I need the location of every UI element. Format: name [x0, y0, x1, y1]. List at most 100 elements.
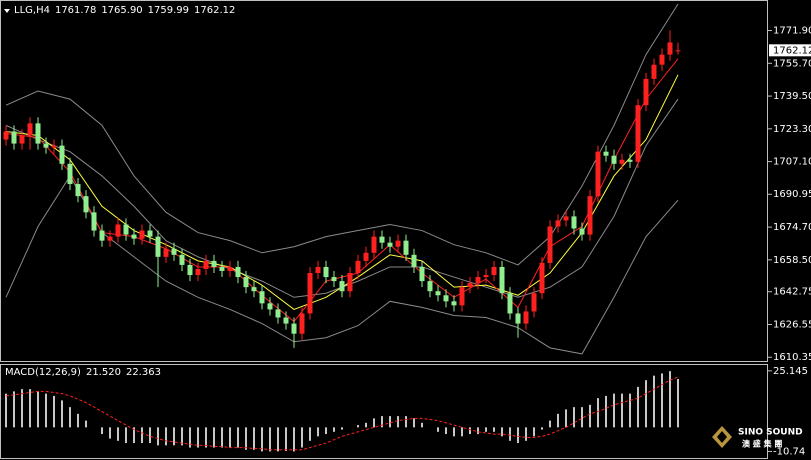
- main-frame: [0, 0, 768, 362]
- header-icon: [4, 9, 10, 13]
- watermark-sub: 澳 盛 集 團: [742, 439, 782, 449]
- high-readout: 1765.90: [101, 5, 143, 16]
- macd-frame: [0, 364, 768, 459]
- candle-body: [643, 78, 649, 106]
- y-tick-label: 1707.10: [773, 157, 811, 168]
- candle-body: [259, 291, 265, 304]
- candle-body: [267, 303, 273, 310]
- candle-body: [667, 42, 673, 55]
- candle-body: [595, 151, 601, 197]
- candle-body: [43, 143, 49, 148]
- candle-body: [419, 266, 425, 282]
- candle-body: [387, 242, 393, 247]
- candle-body: [675, 50, 681, 52]
- y-tick-label: 1739.50: [773, 91, 811, 102]
- candle-body: [299, 313, 305, 334]
- candle-body: [483, 275, 489, 278]
- candle-body: [611, 155, 617, 164]
- y-tick-label: 1771.90: [773, 26, 811, 37]
- candle-body: [219, 266, 225, 271]
- candle-body: [603, 151, 609, 156]
- candle-body: [27, 123, 33, 136]
- candle-body: [491, 266, 497, 276]
- candle-body: [331, 277, 337, 282]
- candle-body: [499, 266, 505, 294]
- candle-body: [155, 236, 161, 257]
- candle-body: [107, 236, 113, 241]
- candle-body: [123, 224, 129, 235]
- y-tick-label: -10.74: [773, 446, 805, 457]
- candle-body: [339, 281, 345, 292]
- y-tick-label: 1723.30: [773, 124, 811, 135]
- candle-body: [395, 240, 401, 247]
- y-tick-label: 1658.50: [773, 255, 811, 266]
- candle-body: [315, 266, 321, 274]
- candle-body: [83, 196, 89, 213]
- candle-body: [427, 281, 433, 292]
- candle-body: [115, 224, 121, 237]
- candle-body: [75, 184, 81, 197]
- close-readout: 1762.12: [194, 5, 236, 16]
- overlay-line: [5, 98, 679, 298]
- candle-body: [235, 266, 241, 278]
- candle-body: [363, 252, 369, 261]
- candle-body: [171, 248, 177, 255]
- candle-body: [179, 254, 185, 265]
- candle-body: [283, 317, 289, 324]
- candle-body: [227, 266, 233, 271]
- candle-body: [3, 131, 9, 140]
- candle-body: [59, 145, 65, 164]
- main-header: LLG,H4 1761.78 1765.90 1759.99 1762.12: [14, 5, 240, 17]
- candle-body: [91, 212, 97, 231]
- watermark: SINO SOUND: [738, 428, 803, 438]
- candle-body: [467, 283, 473, 288]
- candle-body: [131, 234, 137, 239]
- macd-readout: 21.520: [85, 367, 121, 378]
- candle-body: [19, 135, 25, 144]
- candle-body: [555, 220, 561, 227]
- candle-body: [459, 287, 465, 306]
- overlay-line: [5, 74, 679, 310]
- candle-body: [627, 159, 633, 162]
- candle-body: [507, 293, 513, 314]
- y-tick-label: 1642.75: [773, 287, 811, 298]
- candle-body: [475, 277, 481, 284]
- candle-body: [587, 196, 593, 235]
- candle-body: [435, 291, 441, 296]
- candle-body: [275, 309, 281, 318]
- candle-body: [371, 236, 377, 253]
- macd-title: MACD(12,26,9): [5, 367, 81, 378]
- candle-body: [347, 273, 353, 292]
- y-tick-label: 1755.70: [773, 58, 811, 69]
- current-price: 1762.12: [773, 45, 811, 56]
- y-tick-label: 25.145: [773, 366, 808, 377]
- candle-body: [539, 262, 545, 294]
- overlay-line: [5, 3, 679, 266]
- y-tick-label: 1690.95: [773, 189, 811, 200]
- candle-body: [323, 266, 329, 278]
- candle-body: [563, 216, 569, 221]
- candle-body: [579, 228, 585, 235]
- candle-body: [403, 240, 409, 255]
- candle-body: [355, 260, 361, 274]
- candle-body: [443, 295, 449, 302]
- candle-body: [203, 260, 209, 269]
- candle-body: [531, 293, 537, 312]
- macd-header: MACD(12,26,9) 21.520 22.363: [5, 367, 166, 379]
- candle-body: [379, 236, 385, 243]
- candle-body: [195, 268, 201, 276]
- candle-body: [51, 145, 57, 148]
- y-tick-label: 1674.70: [773, 222, 811, 233]
- symbol: LLG,H4: [14, 5, 50, 16]
- candle-body: [67, 163, 73, 185]
- logo-inner: [717, 431, 727, 443]
- candle-body: [571, 216, 577, 229]
- open-readout: 1761.78: [54, 5, 97, 16]
- signal-line: [5, 376, 679, 451]
- overlay-line: [5, 174, 679, 355]
- candle-body: [547, 226, 553, 263]
- candle-body: [139, 230, 145, 239]
- candle-body: [291, 323, 297, 334]
